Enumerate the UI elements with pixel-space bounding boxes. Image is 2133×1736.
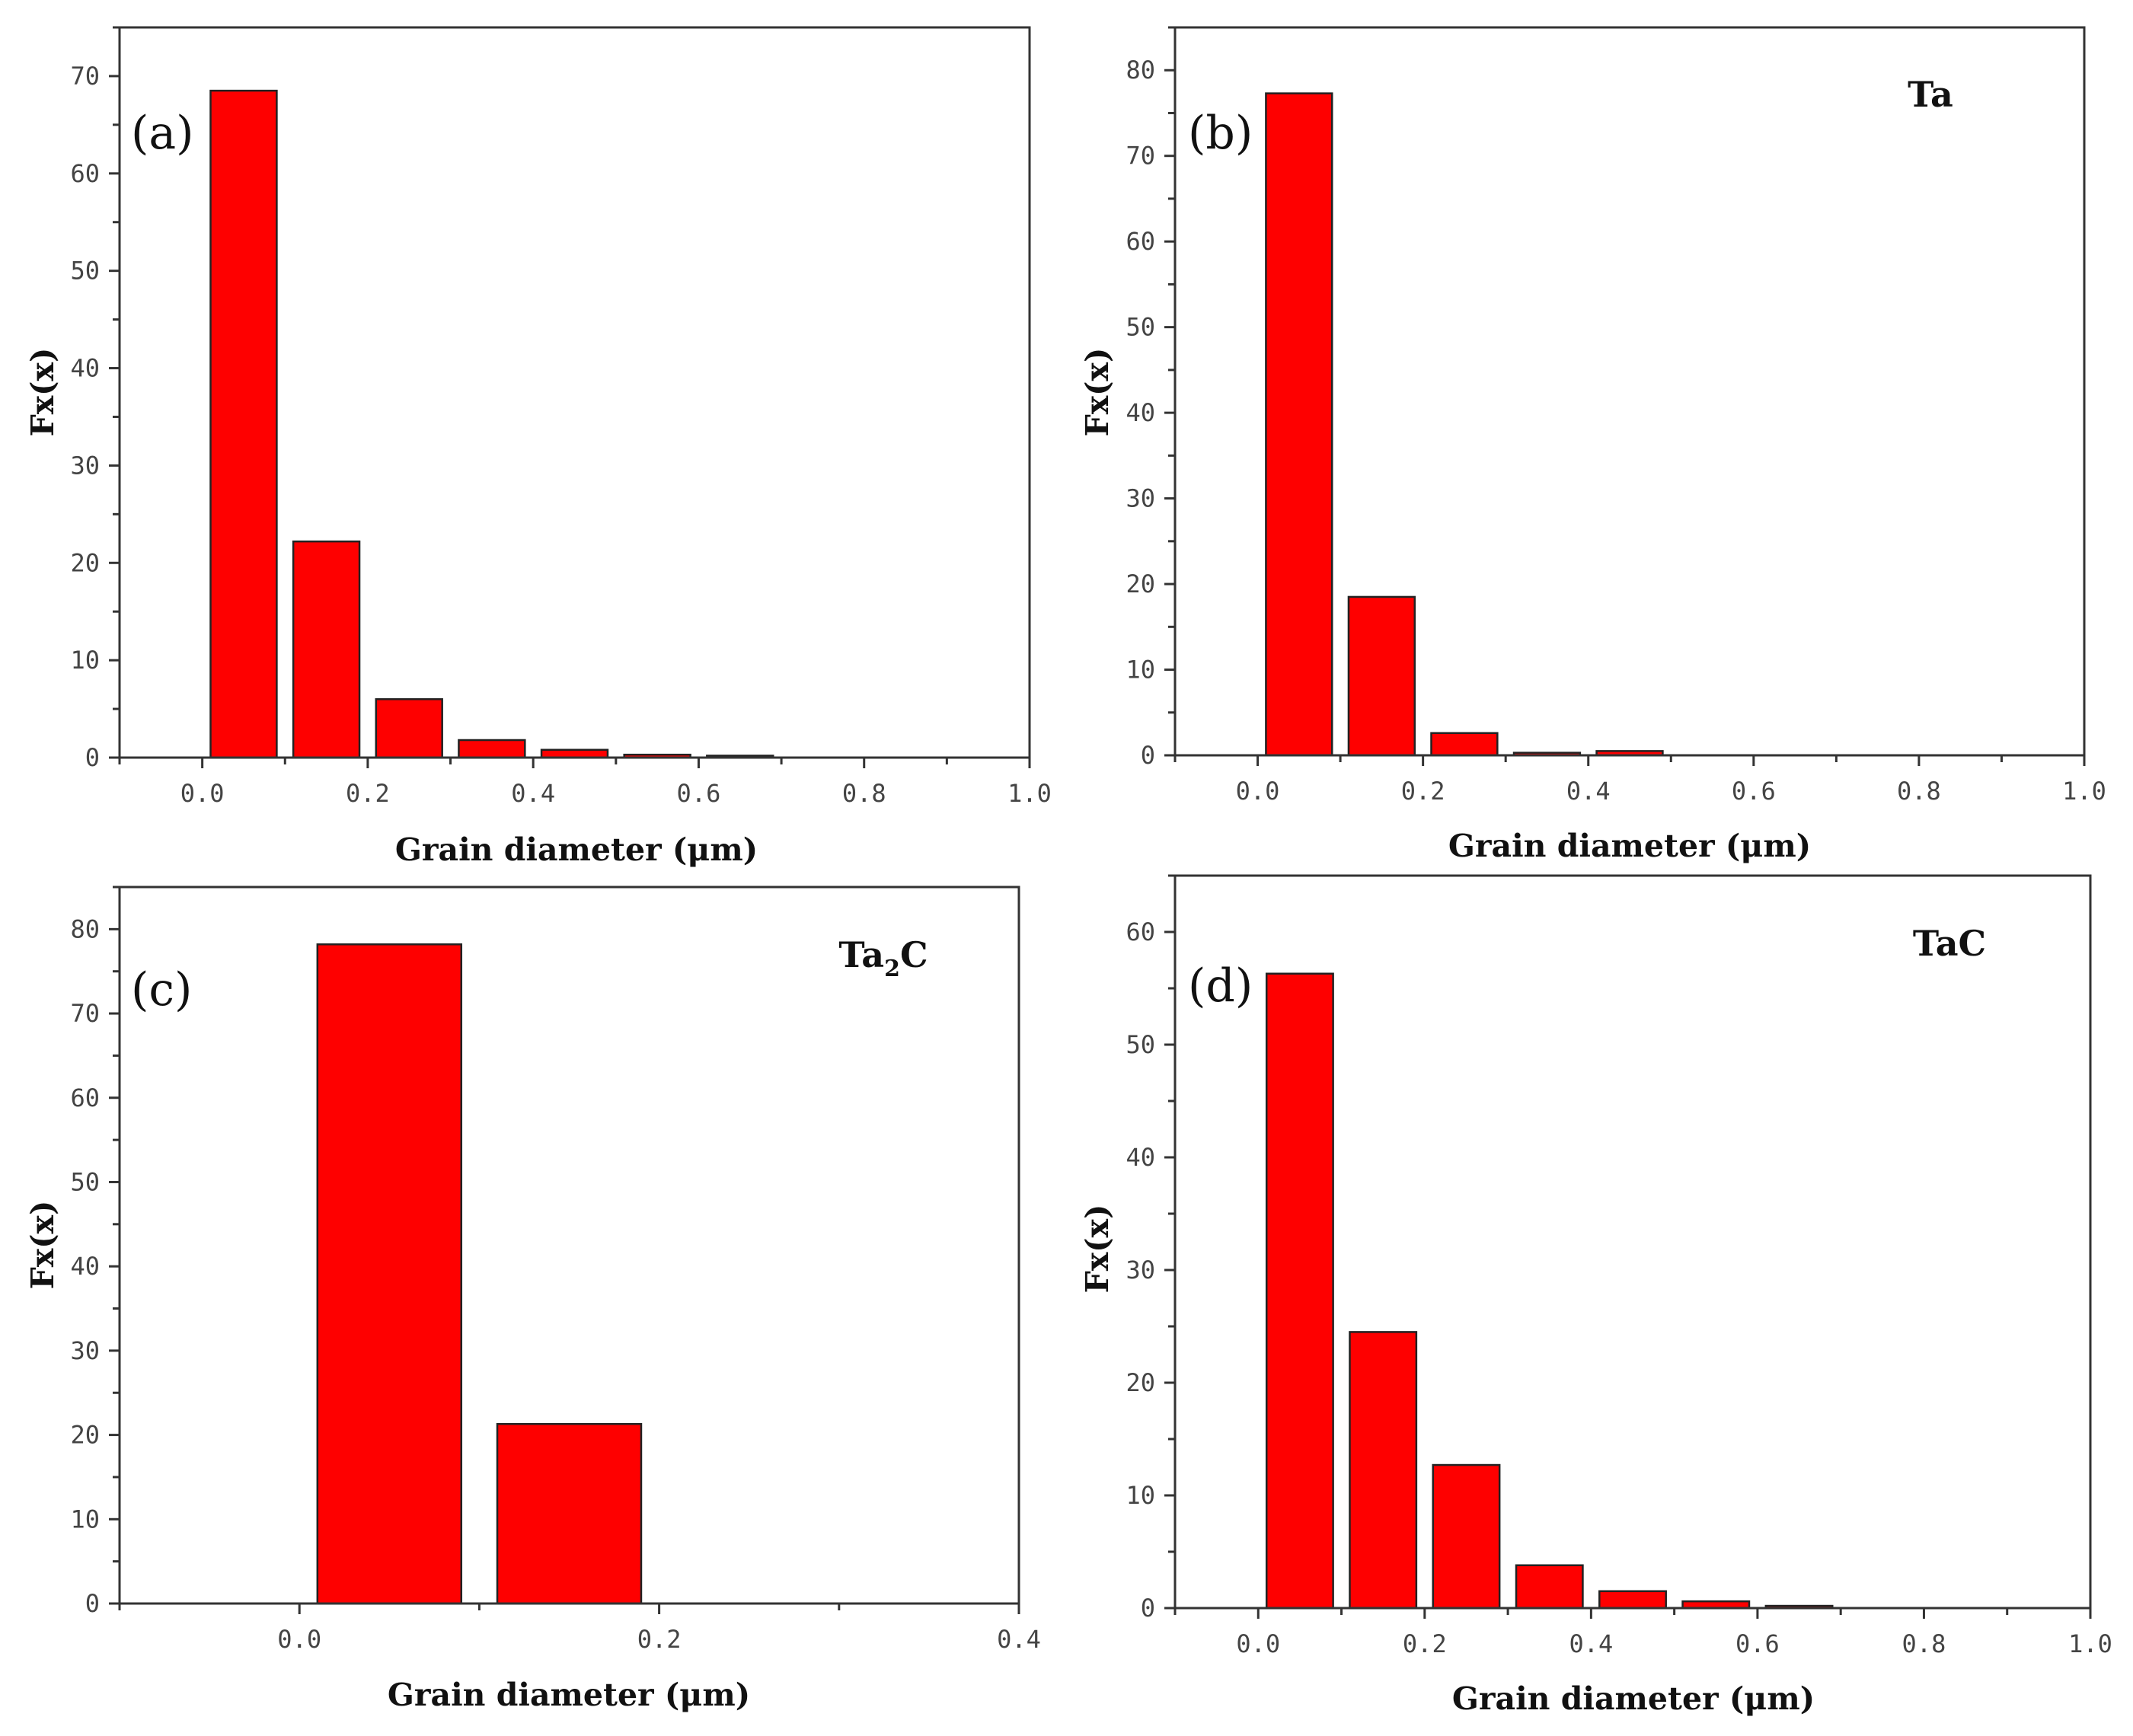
y-tick-label: 20 xyxy=(70,1421,100,1450)
y-tick-label: 30 xyxy=(70,1336,100,1365)
panel-label: (b) xyxy=(1188,107,1253,160)
bar-1 xyxy=(316,943,463,1605)
y-axis-title: Fx(x) xyxy=(1079,348,1116,437)
y-tick-label: 0 xyxy=(85,743,100,772)
y-tick-label: 80 xyxy=(70,914,100,943)
y-tick-label: 30 xyxy=(1126,484,1155,513)
x-axis-title: Grain diameter (μm) xyxy=(395,831,758,868)
x-tick-label: 1.0 xyxy=(1007,779,1052,808)
chart-panel-4: 0.0 0.2 0.4 0.6 0.8 1.0 0 10 20 30 40 50 60 Grain dia… xyxy=(1079,874,2112,1717)
y-tick-label: 70 xyxy=(1126,142,1155,171)
y-tick-label: 60 xyxy=(70,1083,100,1112)
x-axis-title: Grain diameter (μm) xyxy=(1452,1680,1815,1717)
y-tick-label: 50 xyxy=(1126,1030,1155,1059)
bar-1 xyxy=(1265,972,1334,1610)
y-tick-label: 40 xyxy=(1126,1143,1155,1172)
x-tick-label: 0.2 xyxy=(346,779,390,808)
y-axis-title: Fx(x) xyxy=(24,1201,61,1290)
y-tick-label: 70 xyxy=(70,999,100,1028)
y-tick-label: 0 xyxy=(1141,741,1155,770)
y-tick-label: 80 xyxy=(1126,56,1155,85)
bar-2 xyxy=(1347,595,1416,757)
x-tick-label: 0.4 xyxy=(997,1625,1041,1654)
series-label: TaC xyxy=(1913,923,1986,964)
bar-3 xyxy=(1430,732,1499,757)
chart-panel-3: 0.0 0.2 0.4 0 10 20 30 40 50 60 70 80 Grain diameter… xyxy=(24,886,1041,1713)
x-tick-label: 0.0 xyxy=(277,1625,321,1654)
y-tick-label: 40 xyxy=(70,1252,100,1281)
y-tick-label: 20 xyxy=(1126,1368,1155,1397)
plot-frame xyxy=(1173,874,2092,1610)
x-tick-label: 0.6 xyxy=(1732,777,1776,806)
x-tick-label: 0.8 xyxy=(842,779,886,808)
y-tick-label: 10 xyxy=(70,646,100,675)
y-tick-label: 60 xyxy=(1126,227,1155,256)
bar-2 xyxy=(496,1422,643,1605)
bar-5 xyxy=(1598,1590,1667,1610)
panel-label: (c) xyxy=(131,963,192,1016)
chart-panel-2: 0.0 0.2 0.4 0.6 0.8 1.0 0 10 20 30 40 50 60 70 80 Grain… xyxy=(1079,26,2106,864)
plot-frame xyxy=(118,886,1020,1605)
x-tick-label: 0.0 xyxy=(1236,777,1280,806)
plot-frame xyxy=(118,26,1031,759)
x-tick-label: 0.0 xyxy=(1236,1629,1280,1658)
x-tick-label: 0.6 xyxy=(677,779,721,808)
y-tick-label: 60 xyxy=(70,159,100,188)
chart-panel-1: 0.0 0.2 0.4 0.6 0.8 1.0 0 10 20 30 40 50 60 70 Grain d… xyxy=(24,26,1052,868)
x-tick-label: 0.6 xyxy=(1735,1629,1780,1658)
y-tick-label: 50 xyxy=(70,1167,100,1196)
y-tick-label: 0 xyxy=(85,1589,100,1618)
y-tick-label: 10 xyxy=(1126,656,1155,685)
y-tick-label: 70 xyxy=(70,62,100,91)
bar-1 xyxy=(209,89,278,759)
series-label: Ta xyxy=(1908,74,1953,115)
y-tick-label: 50 xyxy=(1126,313,1155,342)
y-tick-label: 20 xyxy=(70,548,100,577)
series-label: Ta2C xyxy=(838,934,928,982)
panel-label: (a) xyxy=(131,107,194,160)
x-tick-label: 0.0 xyxy=(180,779,225,808)
bar-2 xyxy=(292,540,361,759)
panel-label: (d) xyxy=(1188,959,1253,1013)
x-axis-title: Grain diameter (μm) xyxy=(388,1677,750,1713)
y-tick-label: 50 xyxy=(70,257,100,286)
y-tick-label: 60 xyxy=(1126,917,1155,946)
x-tick-label: 0.4 xyxy=(1569,1629,1613,1658)
y-tick-label: 10 xyxy=(70,1505,100,1533)
bar-3 xyxy=(375,698,443,759)
y-tick-label: 30 xyxy=(70,451,100,480)
plot-frame xyxy=(1173,26,2086,757)
y-tick-label: 10 xyxy=(1126,1481,1155,1510)
x-tick-label: 1.0 xyxy=(2068,1629,2112,1658)
bar-4 xyxy=(458,739,526,759)
y-axis-title: Fx(x) xyxy=(24,348,61,437)
y-tick-label: 40 xyxy=(1126,398,1155,427)
y-tick-label: 0 xyxy=(1141,1594,1155,1623)
x-tick-label: 0.2 xyxy=(637,1625,682,1654)
x-tick-label: 0.2 xyxy=(1403,1629,1447,1658)
x-tick-label: 0.2 xyxy=(1401,777,1445,806)
y-axis-title: Fx(x) xyxy=(1079,1205,1116,1294)
bar-1 xyxy=(1265,92,1333,757)
x-tick-label: 1.0 xyxy=(2062,777,2106,806)
x-tick-label: 0.8 xyxy=(1902,1629,1946,1658)
y-tick-label: 20 xyxy=(1126,570,1155,598)
bar-5 xyxy=(540,748,609,759)
x-tick-label: 0.4 xyxy=(1566,777,1611,806)
x-axis-title: Grain diameter (μm) xyxy=(1448,828,1811,864)
bar-2 xyxy=(1349,1331,1418,1610)
y-tick-label: 30 xyxy=(1126,1256,1155,1284)
x-tick-label: 0.4 xyxy=(511,779,555,808)
x-tick-label: 0.8 xyxy=(1897,777,1941,806)
y-tick-label: 40 xyxy=(70,354,100,383)
bar-3 xyxy=(1432,1463,1501,1610)
bar-4 xyxy=(1515,1564,1584,1610)
